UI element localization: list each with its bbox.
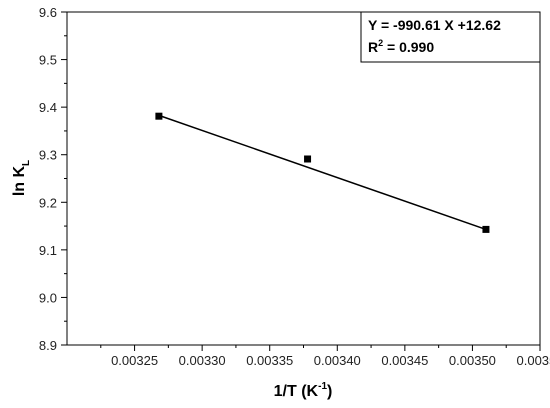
y-tick-label: 8.9 [39,338,57,353]
equation-box-frame [360,11,541,63]
y-tick-label: 9.4 [39,100,57,115]
x-tick-label: 0.00330 [179,353,226,368]
y-tick-label: 9.6 [39,5,57,20]
x-tick-label: 0.00350 [449,353,496,368]
x-tick-label: 0.00355 [517,353,550,368]
y-axis-title-sub: L [21,160,32,166]
y-tick-label: 9.3 [39,148,57,163]
r-squared-value: = 0.990 [383,39,434,55]
x-axis-title-main: 1/T (K [274,383,319,400]
plot-frame [66,11,541,346]
data-point [482,225,490,233]
fit-line [158,114,487,231]
x-tick-label: 0.00345 [381,353,428,368]
equation-box: Y = -990.61 X +12.62 R2 = 0.990 [360,11,541,63]
r-squared-text: R2 = 0.990 [368,38,434,55]
r-squared-label: R [368,39,378,55]
y-tick-label: 9.5 [39,53,57,68]
data-point [155,112,163,120]
y-axis-title: ln KL [11,160,32,196]
r-squared-sup: 2 [378,38,383,48]
y-tick-label: 9.0 [39,290,57,305]
y-tick-label: 9.2 [39,195,57,210]
equation-text: Y = -990.61 X +12.62 [368,17,501,33]
x-tick-label: 0.00335 [246,353,293,368]
tick-labels: 0.00325 0.00330 0.00335 0.00340 0.00345 0.003… [39,5,550,368]
x-tick-label: 0.00340 [314,353,361,368]
x-axis-title-end: ) [327,383,332,400]
axis-ticks [61,11,541,351]
x-axis-title-sup: -1 [318,381,327,392]
y-tick-label: 9.1 [39,243,57,258]
x-axis-title: 1/T (K-1) [274,381,333,400]
data-points [155,112,490,233]
data-point [304,155,312,163]
y-axis-title-main: ln K [11,166,28,197]
x-tick-label: 0.00325 [111,353,158,368]
